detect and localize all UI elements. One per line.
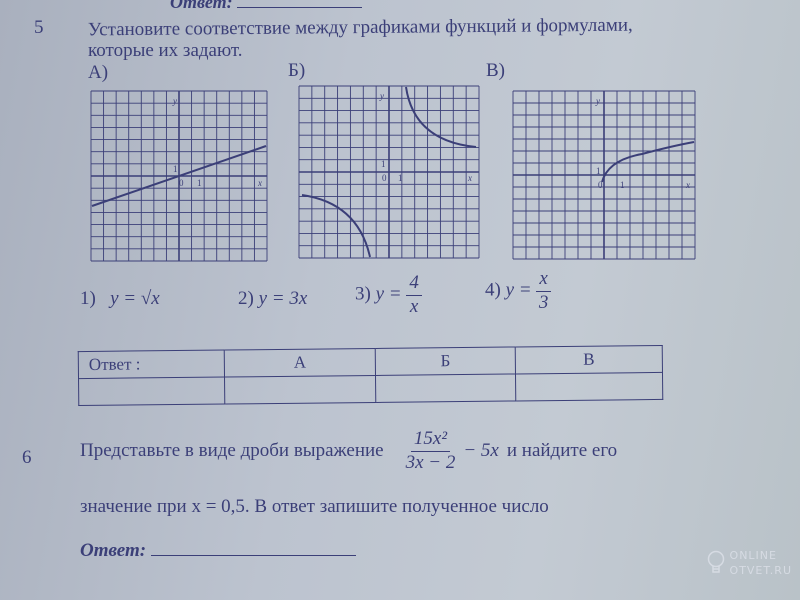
graph-a: y x 1 0 1 bbox=[90, 90, 268, 262]
task6-answer: Ответ: bbox=[80, 540, 356, 562]
graph-v: y x 1 0 1 bbox=[512, 90, 696, 260]
svg-text:y: y bbox=[595, 96, 600, 106]
task6-text-line2: значение при x = 0,5. В ответ запишите п… bbox=[80, 496, 549, 517]
column-v: В bbox=[515, 345, 663, 374]
svg-text:1: 1 bbox=[398, 173, 403, 183]
svg-text:0: 0 bbox=[179, 178, 184, 188]
graph-label-b: Б) bbox=[288, 60, 306, 81]
task6-number: 6 bbox=[22, 447, 32, 468]
task6-text-line1: Представьте в виде дроби выражение 15x² 3… bbox=[80, 428, 618, 473]
answer-cell-v[interactable] bbox=[515, 372, 663, 401]
svg-text:0: 0 bbox=[598, 180, 603, 190]
watermark: ONLINE OTVET.RU bbox=[706, 548, 792, 578]
svg-text:1: 1 bbox=[173, 164, 178, 174]
answer-cell-a[interactable] bbox=[224, 375, 377, 405]
y-axis-label: y bbox=[172, 96, 177, 106]
graph-b-branch-2 bbox=[301, 194, 371, 258]
task5-text-line1: Установите соответствие между графиками … bbox=[87, 14, 633, 41]
svg-text:0: 0 bbox=[382, 173, 387, 183]
answer-cell-empty[interactable] bbox=[78, 377, 225, 406]
graph-b-branch-1 bbox=[405, 86, 477, 148]
graph-label-a: А) bbox=[88, 62, 109, 83]
graph-label-v: В) bbox=[486, 60, 505, 81]
graph-v-curve bbox=[601, 141, 695, 183]
task5-number: 5 bbox=[34, 17, 44, 38]
option-2: 2) y = 3x bbox=[238, 288, 308, 309]
graph-a-line bbox=[91, 145, 267, 207]
column-b: Б bbox=[375, 346, 516, 376]
svg-text:x: x bbox=[685, 180, 690, 190]
previous-answer-label: Ответ: bbox=[170, 0, 363, 13]
answer-line[interactable] bbox=[150, 555, 356, 556]
answer-cell-b[interactable] bbox=[375, 373, 516, 403]
answer-table: Ответ : А Б В bbox=[78, 345, 664, 406]
option-1: 1) y = √x bbox=[80, 288, 160, 309]
task5-text-line2: которые их задают. bbox=[88, 40, 243, 61]
svg-text:1: 1 bbox=[381, 159, 386, 169]
x-axis-label: x bbox=[257, 178, 262, 188]
svg-text:1: 1 bbox=[197, 178, 202, 188]
graph-b: y x 1 0 1 bbox=[298, 85, 480, 259]
svg-text:1: 1 bbox=[596, 166, 601, 176]
svg-text:y: y bbox=[379, 91, 384, 101]
svg-text:1: 1 bbox=[620, 180, 625, 190]
lightbulb-icon bbox=[707, 550, 724, 573]
answer-header: Ответ : bbox=[78, 350, 225, 379]
svg-text:x: x bbox=[467, 173, 472, 183]
column-a: А bbox=[224, 348, 376, 378]
